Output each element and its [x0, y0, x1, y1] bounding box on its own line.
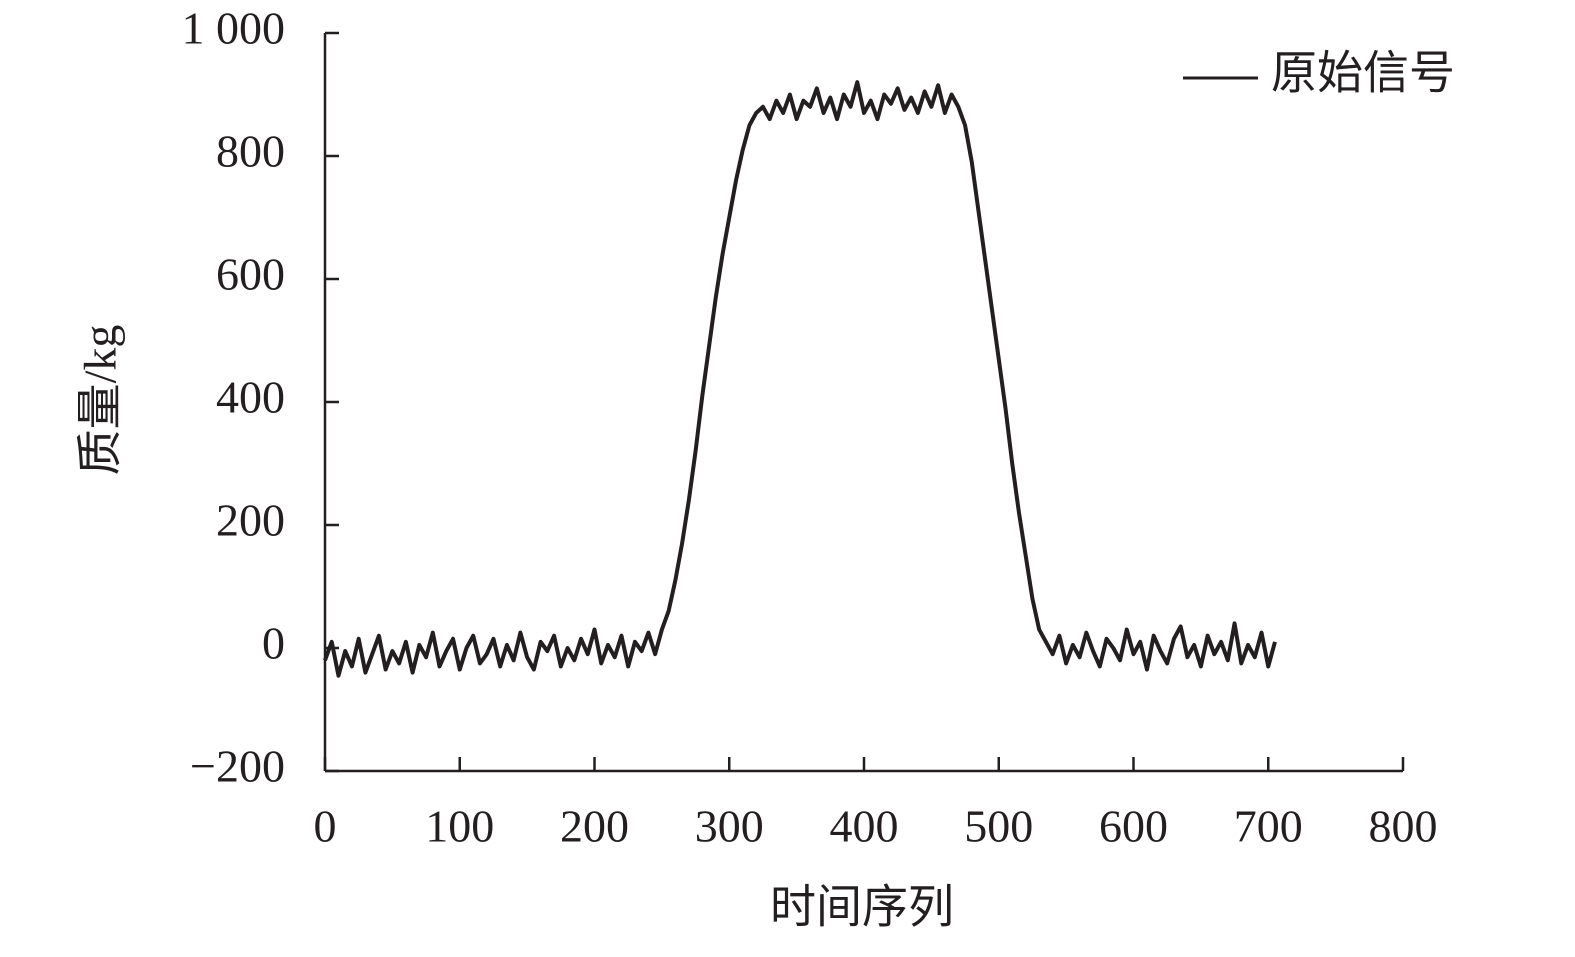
y-tick-label: 400 [216, 372, 285, 423]
x-axis-label: 时间序列 [770, 882, 954, 933]
x-tick-label: 0 [314, 801, 337, 852]
x-tick-label: 500 [964, 801, 1033, 852]
x-tick-label: 300 [695, 801, 764, 852]
data-line [323, 80, 1277, 678]
x-tick-label: 400 [830, 801, 899, 852]
y-tick-label: 0 [262, 618, 285, 669]
y-axis-label: 质量/kg [75, 325, 126, 476]
x-tick-label: 600 [1099, 801, 1168, 852]
y-tick-label: −200 [190, 741, 285, 792]
x-tick-label: 200 [560, 801, 629, 852]
y-tick-label: 600 [216, 249, 285, 300]
y-tick-label: 800 [216, 126, 285, 177]
y-tick-label: 200 [216, 495, 285, 546]
x-tick-label: 800 [1369, 801, 1438, 852]
x-tick-label: 100 [425, 801, 494, 852]
x-tick-label: 700 [1234, 801, 1303, 852]
y-tick-label: 1 000 [182, 3, 286, 54]
legend-label: 原始信号 [1271, 48, 1455, 99]
